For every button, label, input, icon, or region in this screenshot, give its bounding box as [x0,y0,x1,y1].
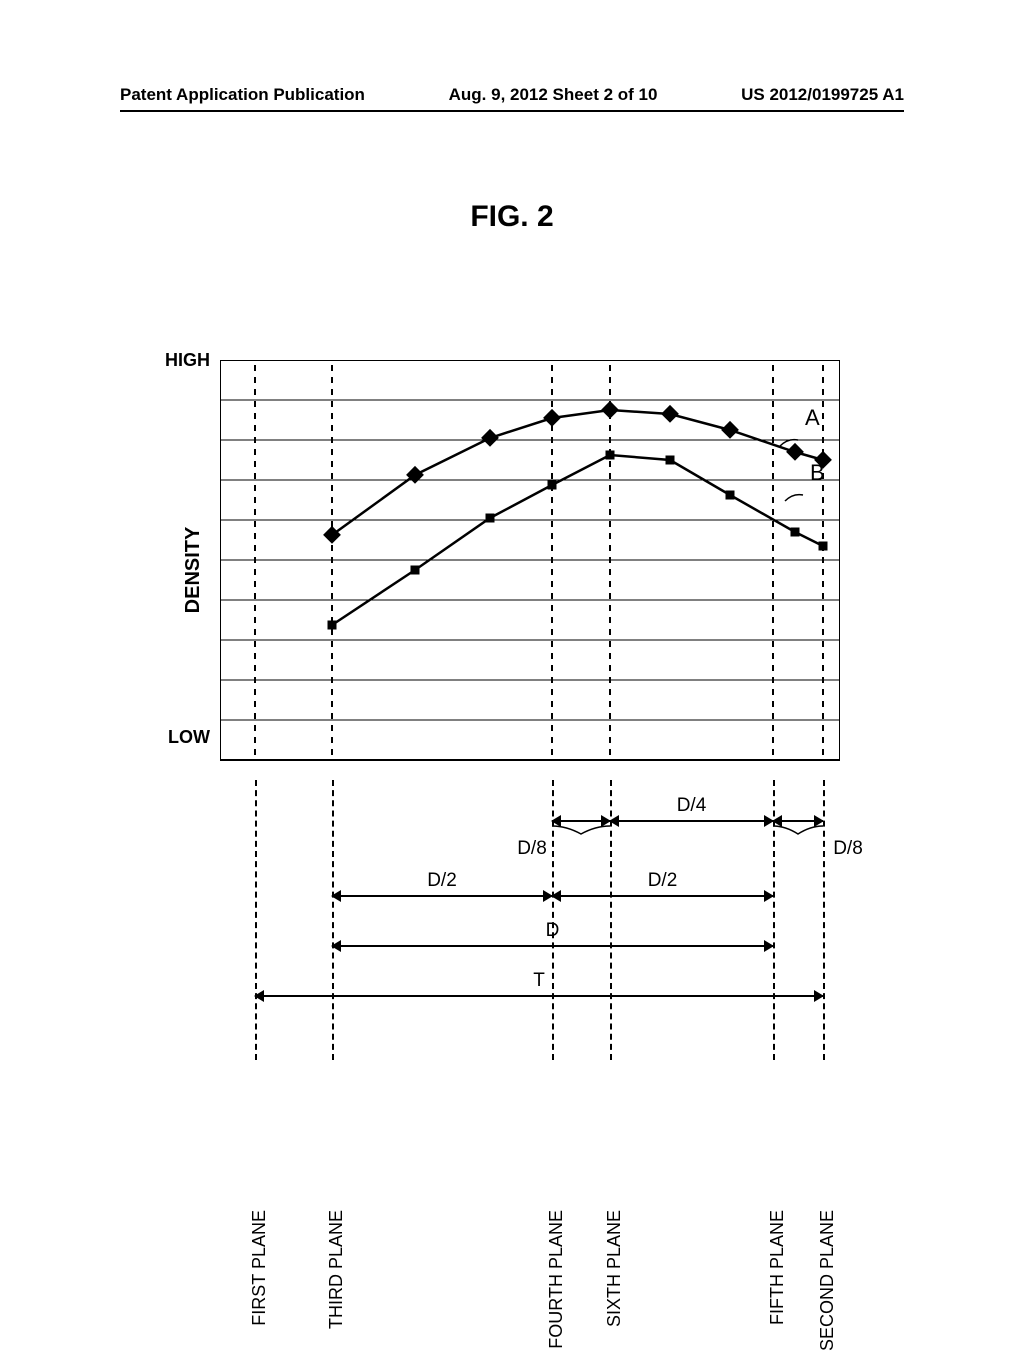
dim-label-0: D/8 [517,838,547,860]
plane-line-first [255,780,257,1060]
svg-text:A: A [805,405,820,430]
plane-label-fourth: FOURTH PLANE [546,1210,567,1349]
plane-label-third: THIRD PLANE [326,1210,347,1329]
y-tick-high: HIGH [165,350,210,371]
dim-label-1: D/8 [833,838,863,860]
dim-label-6: T [533,970,545,992]
dim-arrow-1 [773,820,823,822]
dim-arrow-5 [332,945,773,947]
plane-label-first: FIRST PLANE [249,1210,270,1326]
plane-label-second: SECOND PLANE [817,1210,838,1351]
header-center: Aug. 9, 2012 Sheet 2 of 10 [449,85,658,105]
plane-label-fifth: FIFTH PLANE [767,1210,788,1325]
plane-label-sixth: SIXTH PLANE [604,1210,625,1327]
dim-arrow-4 [552,895,773,897]
dim-arrow-2 [610,820,773,822]
dimension-region: FIRST PLANETHIRD PLANEFOURTH PLANESIXTH … [220,790,860,1220]
header-left: Patent Application Publication [120,85,365,105]
y-tick-low: LOW [168,727,210,748]
patent-header: Patent Application Publication Aug. 9, 2… [0,85,1024,105]
svg-text:B: B [810,460,825,485]
figure-title: FIG. 2 [0,200,1024,234]
dim-label-2: D/4 [677,795,707,817]
density-chart: DENSITY HIGH LOW AB [220,360,840,780]
dim-label-3: D/2 [427,870,457,892]
header-right: US 2012/0199725 A1 [741,85,904,105]
dim-arrow-3 [332,895,552,897]
dim-arrow-0 [552,820,610,822]
dim-label-5: D [546,920,560,942]
dim-label-4: D/2 [648,870,678,892]
chart-svg: AB [220,360,840,780]
plane-line-third [332,780,334,1060]
header-rule [120,110,904,112]
dim-arrow-6 [255,995,823,997]
y-axis-label: DENSITY [182,527,205,614]
